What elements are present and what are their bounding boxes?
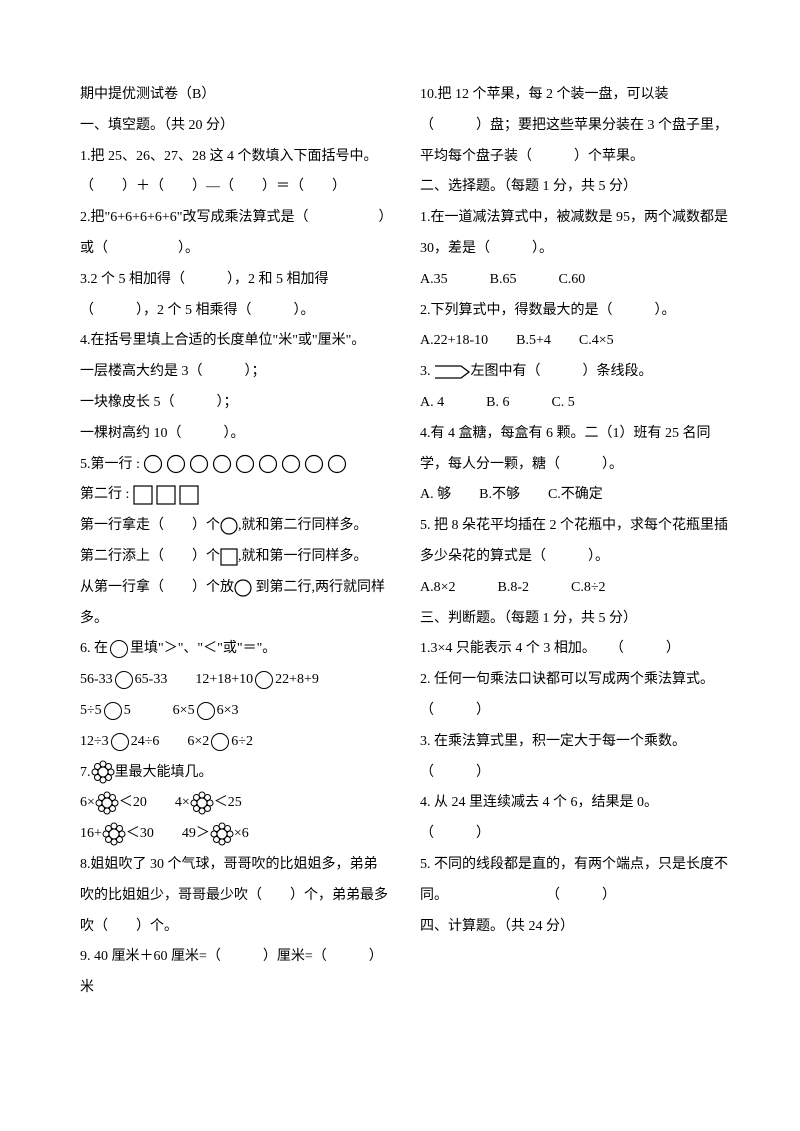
s1-q9: 9. 40 厘米＋60 厘米=（ ）厘米=（ ）米 [80, 942, 390, 1004]
s1-q5b: 第二行添上（ ）个,就和第一行同样多。 [80, 542, 390, 573]
flower-icon [95, 791, 119, 815]
s2-heading: 二、选择题。（每题 1 分，共 5 分） [420, 172, 730, 203]
circle-icon [211, 733, 229, 751]
circle-icon [255, 671, 273, 689]
s1-q4: 4.在括号里填上合适的长度单位"米"或"厘米"。 [80, 326, 390, 357]
line-shape-icon [431, 362, 471, 382]
circle-icon [234, 579, 252, 597]
s2-q3: 3. 左图中有（ ）条线段。 [420, 357, 730, 388]
exam-content: 期中提优测试卷（B） 一、填空题。（共 20 分） 1.把 25、26、27、2… [80, 80, 730, 1004]
square-icon [220, 548, 238, 566]
s2-q4-opts: A. 够 B.不够 C.不确定 [420, 480, 730, 511]
s1-q4a: 一层楼高大约是 3（ ）； [80, 357, 390, 388]
circle-icon [197, 702, 215, 720]
s1-q6: 6. 在里填"＞"、"＜"或"＝"。 [80, 634, 390, 665]
s2-q2: 2.下列算式中，得数最大的是（ ）。 [420, 296, 730, 327]
flower-icon [210, 822, 234, 846]
s1-q4b: 一块橡皮长 5（ ）； [80, 388, 390, 419]
s1-q5-row2-label: 第二行 : [80, 487, 133, 502]
s1-q5-label: 5.第一行 : [80, 457, 143, 472]
s1-q7a: 6×＜20 4×＜25 [80, 788, 390, 819]
s1-q2: 2.把"6+6+6+6+6"改写成乘法算式是（ ）或（ ）。 [80, 203, 390, 265]
s3-q4: 4. 从 24 里连续减去 4 个 6，结果是 0。 （ ） [420, 788, 730, 850]
s3-heading: 三、判断题。（每题 1 分，共 5 分） [420, 604, 730, 635]
s3-q1: 1.3×4 只能表示 4 个 3 相加。 （ ） [420, 634, 730, 665]
squares-row-icon [133, 485, 203, 505]
s2-q1-opts: A.35 B.65 C.60 [420, 265, 730, 296]
s1-q3: 3.2 个 5 相加得（ ），2 和 5 相加得（ ），2 个 5 相乘得（ ）… [80, 265, 390, 327]
s1-q1: 1.把 25、26、27、28 这 4 个数填入下面括号中。（ ）＋（ ）—（ … [80, 142, 390, 204]
s1-q5c: 从第一行拿（ ）个放 到第二行,两行就同样多。 [80, 573, 390, 635]
s1-q7b: 16+＜30 49＞×6 [80, 819, 390, 850]
s2-q1: 1.在一道减法算式中，被减数是 95，两个减数都是 30，差是（ ）。 [420, 203, 730, 265]
s1-q6a: 56-3365-33 12+18+1022+8+9 [80, 665, 390, 696]
s1-q6c: 12÷324÷6 6×26÷2 [80, 727, 390, 758]
s1-q5-row1: 5.第一行 : [80, 450, 390, 481]
s2-q3-opts: A. 4 B. 6 C. 5 [420, 388, 730, 419]
flower-icon [91, 760, 115, 784]
circle-icon [220, 517, 238, 535]
flower-icon [190, 791, 214, 815]
s1-q8: 8.姐姐吹了 30 个气球，哥哥吹的比姐姐多，弟弟吹的比姐姐少，哥哥最少吹（ ）… [80, 850, 390, 942]
s1-q10: 10.把 12 个苹果，每 2 个装一盘，可以装（ ）盘；要把这些苹果分装在 3… [420, 80, 730, 172]
s2-q2-opts: A.22+18-10 B.5+4 C.4×5 [420, 326, 730, 357]
s1-q5a: 第一行拿走（ ）个,就和第二行同样多。 [80, 511, 390, 542]
s2-q3-pre: 3. [420, 364, 431, 379]
s3-q2: 2. 任何一句乘法口诀都可以写成两个乘法算式。 （ ） [420, 665, 730, 727]
s1-q4c: 一棵树高约 10（ ）。 [80, 419, 390, 450]
s2-q5: 5. 把 8 朵花平均插在 2 个花瓶中，求每个花瓶里插多少朵花的算式是（ ）。 [420, 511, 730, 573]
circle-icon [111, 733, 129, 751]
circle-icon [110, 640, 128, 658]
circle-icon [104, 702, 122, 720]
s4-heading: 四、计算题。（共 24 分） [420, 912, 730, 943]
s2-q3-post: 左图中有（ ）条线段。 [471, 364, 653, 379]
s1-q7: 7.里最大能填几。 [80, 758, 390, 789]
flower-icon [102, 822, 126, 846]
s2-q5-opts: A.8×2 B.8-2 C.8÷2 [420, 573, 730, 604]
s2-q4: 4.有 4 盒糖，每盒有 6 颗。二（1）班有 25 名同学，每人分一颗，糖（ … [420, 419, 730, 481]
circle-icon [115, 671, 133, 689]
title: 期中提优测试卷（B） [80, 80, 390, 111]
s3-q3: 3. 在乘法算式里，积一定大于每一个乘数。 （ ） [420, 727, 730, 789]
s3-q5: 5. 不同的线段都是直的，有两个端点，只是长度不同。 （ ） [420, 850, 730, 912]
s1-q6b: 5÷55 6×56×3 [80, 696, 390, 727]
s1-heading: 一、填空题。（共 20 分） [80, 111, 390, 142]
s1-q5-row2: 第二行 : [80, 480, 390, 511]
circles-row-icon [143, 454, 353, 474]
